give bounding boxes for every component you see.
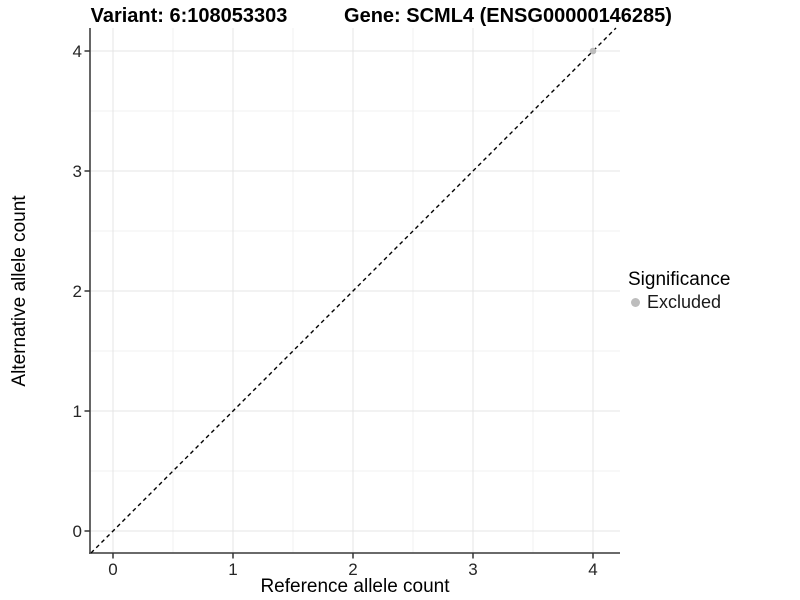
plot-title-variant: Variant: 6:108053303 [90, 5, 288, 27]
legend-point-icon [631, 298, 640, 307]
legend-item-label: Excluded [647, 292, 722, 312]
legend-title: Significance [628, 269, 731, 290]
y-axis-title: Alternative allele count [9, 195, 30, 387]
tick-label: 4 [588, 560, 597, 579]
legend-item-excluded: Excluded [628, 293, 730, 312]
data-point-excluded [589, 47, 597, 55]
x-axis-title: Reference allele count [260, 576, 450, 597]
tick-label: 3 [73, 162, 82, 181]
identity-line [90, 27, 617, 554]
tick-label: 0 [108, 560, 117, 579]
tick-label: 1 [73, 402, 82, 421]
tick-label: 3 [468, 560, 477, 579]
legend: Significance Excluded [628, 270, 730, 312]
tick-label: 4 [73, 42, 82, 61]
plot-title-gene: Gene: SCML4 (ENSG00000146285) [344, 5, 672, 27]
tick-label: 2 [73, 282, 82, 301]
data-points [589, 47, 597, 55]
tick-label: 1 [228, 560, 237, 579]
tick-label: 0 [73, 522, 82, 541]
tick-label: 2 [348, 560, 357, 579]
axis-ticks: 0 1 2 3 4 0 1 2 3 4 [73, 42, 598, 579]
gridlines-minor [90, 28, 620, 553]
